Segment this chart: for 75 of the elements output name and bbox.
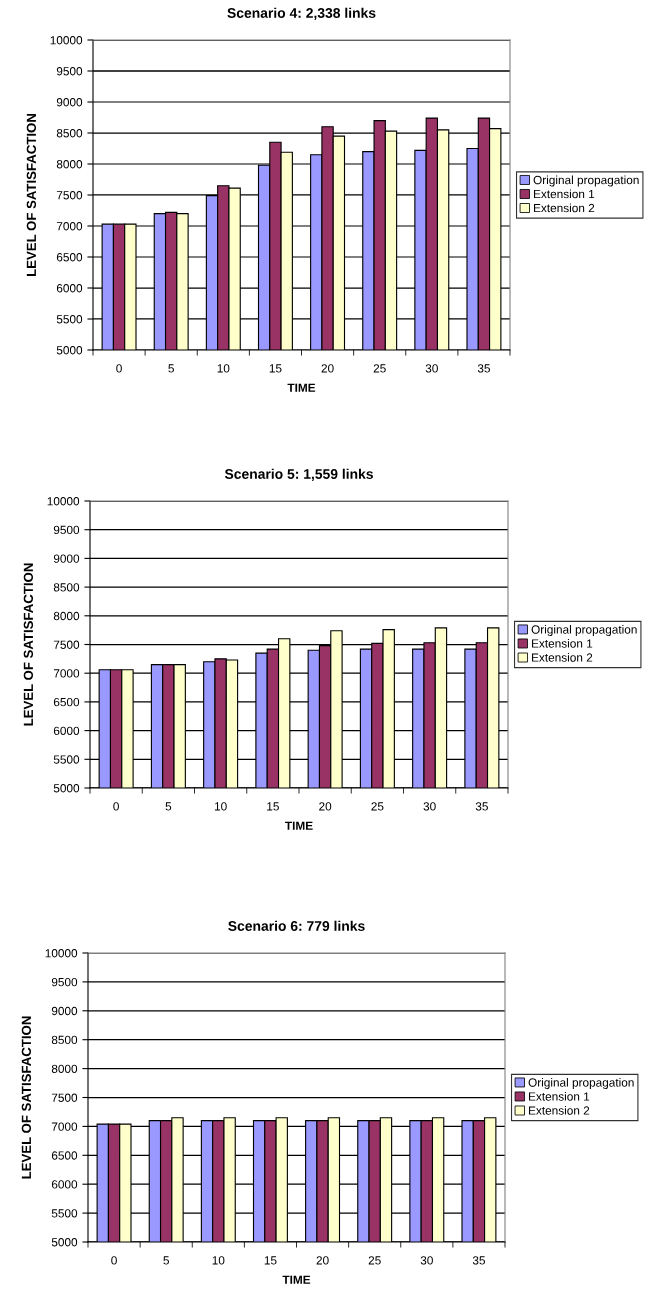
y-tick-label: 6000 [56, 284, 83, 293]
x-tick-label: 15 [267, 802, 279, 811]
legend-label: Extension 1 [532, 639, 593, 648]
y-tick-label: 6500 [51, 1151, 78, 1160]
x-tick-label: 20 [321, 364, 334, 373]
legend-label: Original propagation [528, 1078, 634, 1090]
y-axis-title: LEVEL OF SATISFACTION [21, 1016, 32, 1179]
y-tick-label: 7500 [56, 191, 83, 200]
legend-label: Original propagation [531, 625, 637, 637]
x-tick-label: 0 [116, 364, 122, 373]
x-tick-label: 25 [373, 364, 386, 373]
x-tick-label: 35 [472, 1256, 486, 1265]
x-tick-label: 10 [212, 1256, 225, 1265]
x-tick-label: 5 [168, 364, 174, 373]
x-axis-title: TIME [285, 821, 313, 830]
legend-label: Extension 2 [534, 203, 595, 213]
x-tick-label: 25 [368, 1256, 381, 1265]
x-tick-label: 15 [264, 1256, 277, 1265]
y-tick-label: 9500 [51, 977, 78, 987]
legend-label: Extension 1 [534, 189, 595, 199]
y-tick-label: 8000 [53, 611, 80, 621]
x-tick-label: 30 [425, 364, 438, 373]
y-tick-label: 5500 [51, 1209, 78, 1218]
y-tick-label: 5500 [56, 315, 83, 324]
x-tick-label: 10 [214, 802, 227, 811]
x-tick-label: 0 [111, 1256, 117, 1265]
y-axis-title: LEVEL OF SATISFACTION [23, 563, 34, 726]
y-tick-label: 7000 [53, 669, 80, 678]
legend-label: Original propagation [533, 175, 639, 187]
chart-title: Scenario 6: 779 links [228, 920, 365, 931]
x-axis-title: TIME [282, 1275, 311, 1284]
y-tick-label: 6000 [51, 1180, 78, 1189]
y-tick-label: 5000 [51, 1238, 78, 1247]
y-tick-label: 9000 [56, 98, 83, 107]
y-tick-label: 10000 [45, 949, 78, 958]
x-tick-label: 15 [269, 364, 282, 373]
x-tick-label: 35 [475, 802, 488, 811]
legend-label: Extension 2 [529, 1106, 590, 1115]
x-axis-title: TIME [287, 383, 316, 392]
y-tick-label: 9000 [53, 554, 80, 563]
x-tick-label: 0 [113, 802, 119, 811]
y-tick-label: 5000 [56, 346, 83, 355]
y-tick-label: 7500 [53, 640, 80, 649]
y-tick-label: 9000 [51, 1006, 78, 1016]
x-tick-label: 20 [316, 1256, 329, 1265]
x-tick-label: 30 [420, 1256, 433, 1265]
y-tick-label: 6500 [53, 697, 80, 707]
x-tick-label: 5 [163, 1256, 169, 1265]
y-tick-label: 5000 [53, 784, 80, 793]
y-tick-label: 7500 [51, 1093, 78, 1102]
x-tick-label: 30 [423, 802, 436, 811]
y-tick-label: 10000 [47, 497, 80, 506]
y-tick-label: 9500 [56, 67, 83, 76]
y-tick-label: 7000 [51, 1122, 78, 1131]
x-tick-label: 5 [165, 802, 172, 811]
legend-label: Extension 1 [529, 1092, 590, 1101]
y-tick-label: 8500 [53, 583, 80, 592]
y-tick-label: 6000 [53, 726, 80, 735]
y-tick-label: 6500 [56, 253, 83, 262]
y-tick-label: 8500 [56, 129, 83, 138]
y-tick-label: 10000 [50, 36, 83, 45]
x-tick-label: 35 [477, 364, 491, 373]
y-tick-label: 8000 [51, 1064, 78, 1073]
y-tick-label: 8000 [56, 160, 83, 169]
y-tick-label: 5500 [53, 755, 80, 764]
x-tick-label: 25 [371, 802, 384, 811]
legend-label: Extension 2 [532, 653, 593, 662]
y-tick-label: 7000 [56, 222, 83, 231]
x-tick-label: 10 [217, 364, 230, 373]
chart-title: Scenario 4: 2,338 links [227, 7, 376, 20]
x-tick-label: 20 [319, 802, 332, 811]
y-tick-label: 8500 [51, 1035, 78, 1045]
chart-title: Scenario 5: 1,559 links [224, 468, 373, 481]
y-tick-label: 9500 [53, 525, 80, 535]
y-axis-title: LEVEL OF SATISFACTION [26, 114, 37, 276]
